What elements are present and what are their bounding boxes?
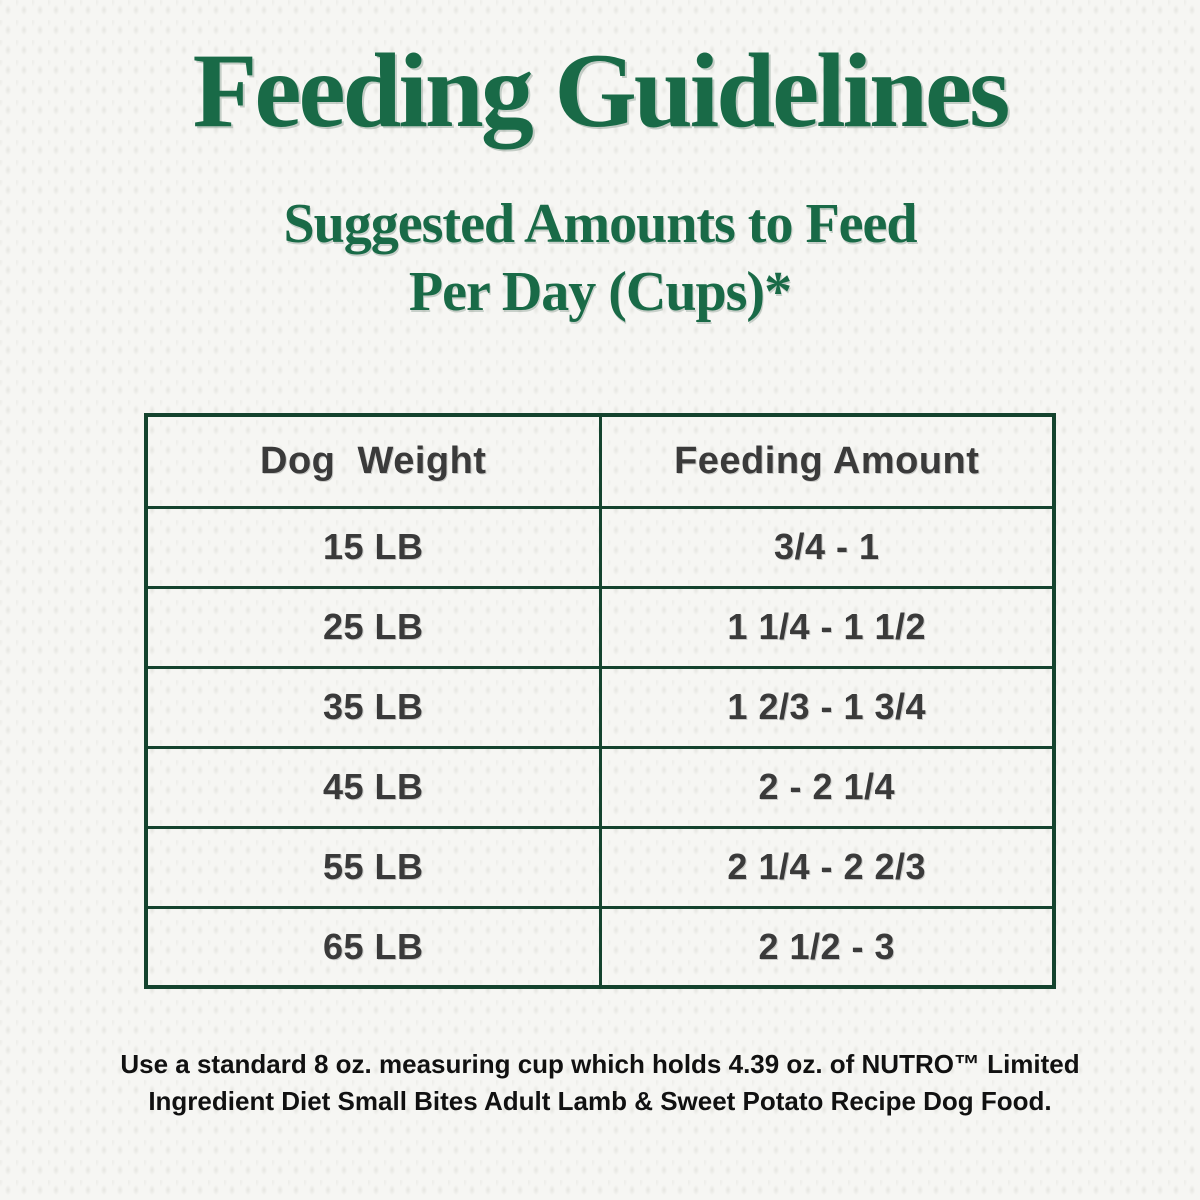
table-row: 15 LB 3/4 - 1 (144, 505, 1056, 589)
dog-weight-cell: 55 LB (144, 825, 602, 909)
dog-weight-cell: 45 LB (144, 745, 602, 829)
feeding-amount-cell: 2 1/2 - 3 (598, 905, 1056, 989)
feeding-amount-cell: 2 - 2 1/4 (598, 745, 1056, 829)
page-subtitle-line2: Per Day (Cups)* (408, 261, 792, 324)
column-header-dog-weight: Dog Weight (144, 413, 602, 509)
column-header-feeding-amount: Feeding Amount (598, 413, 1056, 509)
footnote-line2: Ingredient Diet Small Bites Adult Lamb &… (148, 1085, 1052, 1116)
page-subtitle-line1: Suggested Amounts to Feed (283, 193, 917, 255)
table-row: 25 LB 1 1/4 - 1 1/2 (144, 585, 1056, 669)
table-header-row: Dog Weight Feeding Amount (144, 413, 1056, 509)
feeding-amount-cell: 1 1/4 - 1 1/2 (598, 585, 1056, 669)
dog-weight-cell: 35 LB (144, 665, 602, 749)
table-row: 55 LB 2 1/4 - 2 2/3 (144, 825, 1056, 909)
feeding-table: Dog Weight Feeding Amount 15 LB 3/4 - 1 … (144, 413, 1056, 989)
feeding-amount-cell: 1 2/3 - 1 3/4 (598, 665, 1056, 749)
dog-weight-cell: 15 LB (144, 505, 602, 589)
table-row: 45 LB 2 - 2 1/4 (144, 745, 1056, 829)
dog-weight-cell: 65 LB (144, 905, 602, 989)
page-title: Feeding Guidelines (192, 32, 1011, 149)
footnote-line1: Use a standard 8 oz. measuring cup which… (120, 1049, 1080, 1079)
feeding-amount-cell: 2 1/4 - 2 2/3 (598, 825, 1056, 909)
feeding-amount-cell: 3/4 - 1 (598, 505, 1056, 589)
footnote: Use a standard 8 oz. measuring cup which… (0, 1046, 1200, 1120)
table-row: 65 LB 2 1/2 - 3 (144, 905, 1056, 989)
dog-weight-cell: 25 LB (144, 585, 602, 669)
page-subtitle: Suggested Amounts to Feed Per Day (Cups)* (0, 190, 1200, 327)
table-row: 35 LB 1 2/3 - 1 3/4 (144, 665, 1056, 749)
